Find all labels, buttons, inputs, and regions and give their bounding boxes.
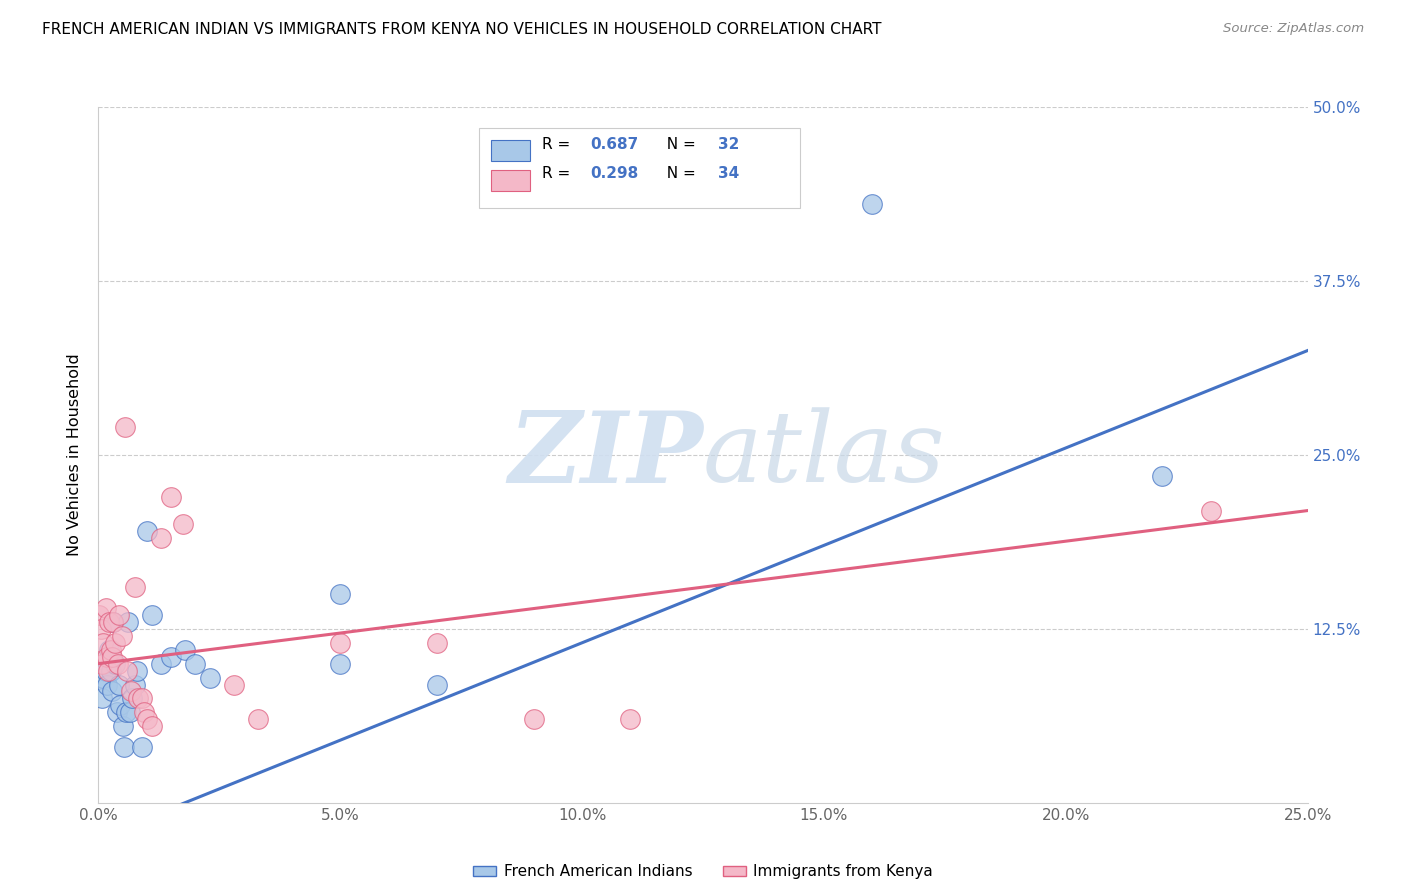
Text: 32: 32: [717, 137, 740, 153]
Point: [91, 657, 114, 671]
Point: [120, 684, 142, 698]
Point: [117, 664, 139, 678]
Point: [94, 601, 117, 615]
Point: [97, 664, 120, 678]
Point: [111, 719, 134, 733]
Point: [124, 677, 146, 691]
Point: [118, 706, 141, 720]
Point: [141, 719, 163, 733]
Point: [101, 615, 124, 629]
Point: [94, 664, 117, 678]
Point: [127, 691, 149, 706]
Point: [91, 636, 114, 650]
FancyBboxPatch shape: [492, 169, 530, 191]
Point: [101, 684, 124, 698]
FancyBboxPatch shape: [492, 140, 530, 161]
Point: [329, 657, 352, 671]
Point: [329, 587, 352, 601]
Point: [131, 691, 153, 706]
Point: [247, 712, 270, 726]
Point: [108, 698, 131, 713]
Point: [90, 622, 112, 636]
Point: [98, 642, 121, 657]
Point: [135, 524, 157, 539]
Point: [150, 657, 173, 671]
Point: [107, 607, 129, 622]
Point: [619, 712, 641, 726]
Point: [174, 642, 197, 657]
Point: [134, 706, 156, 720]
Point: [198, 671, 221, 685]
Legend: French American Indians, Immigrants from Kenya: French American Indians, Immigrants from…: [467, 858, 939, 886]
Point: [101, 615, 124, 629]
Point: [111, 629, 134, 643]
Point: [98, 615, 121, 629]
Point: [107, 657, 129, 671]
FancyBboxPatch shape: [479, 128, 800, 208]
Point: [426, 677, 449, 691]
Y-axis label: No Vehicles in Household: No Vehicles in Household: [67, 353, 83, 557]
Point: [107, 677, 129, 691]
Point: [1152, 468, 1174, 483]
Point: [104, 657, 127, 671]
Point: [91, 671, 114, 685]
Point: [172, 517, 194, 532]
Text: FRENCH AMERICAN INDIAN VS IMMIGRANTS FROM KENYA NO VEHICLES IN HOUSEHOLD CORRELA: FRENCH AMERICAN INDIAN VS IMMIGRANTS FRO…: [42, 22, 882, 37]
Point: [104, 636, 127, 650]
Text: 0.298: 0.298: [591, 166, 638, 181]
Point: [89, 607, 111, 622]
Point: [426, 636, 449, 650]
Point: [96, 649, 118, 664]
Point: [112, 740, 135, 755]
Point: [160, 649, 183, 664]
Point: [121, 691, 143, 706]
Point: [184, 657, 207, 671]
Point: [100, 642, 122, 657]
Point: [523, 712, 546, 726]
Point: [1199, 503, 1222, 517]
Point: [860, 197, 883, 211]
Text: Source: ZipAtlas.com: Source: ZipAtlas.com: [1223, 22, 1364, 36]
Point: [127, 664, 149, 678]
Point: [117, 615, 139, 629]
Text: atlas: atlas: [703, 408, 946, 502]
Text: R =: R =: [543, 137, 575, 153]
Point: [141, 607, 163, 622]
Point: [222, 677, 245, 691]
Point: [329, 636, 352, 650]
Point: [150, 532, 173, 546]
Point: [124, 580, 146, 594]
Point: [131, 740, 153, 755]
Point: [135, 712, 157, 726]
Point: [101, 649, 124, 664]
Text: N =: N =: [657, 137, 700, 153]
Point: [114, 420, 136, 434]
Point: [115, 706, 138, 720]
Text: R =: R =: [543, 166, 575, 181]
Point: [100, 664, 122, 678]
Point: [105, 706, 128, 720]
Text: 0.687: 0.687: [591, 137, 638, 153]
Text: 34: 34: [717, 166, 738, 181]
Point: [91, 691, 114, 706]
Text: N =: N =: [657, 166, 700, 181]
Text: ZIP: ZIP: [508, 407, 703, 503]
Point: [160, 490, 183, 504]
Point: [96, 677, 118, 691]
